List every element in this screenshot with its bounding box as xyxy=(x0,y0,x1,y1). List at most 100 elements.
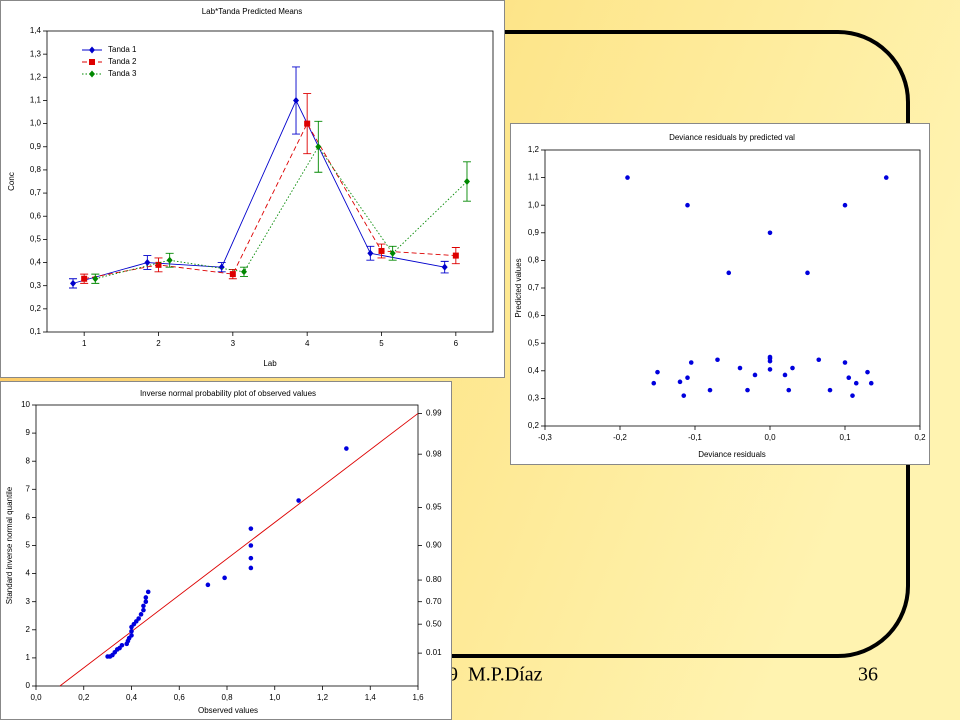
point xyxy=(681,393,687,398)
point xyxy=(842,360,848,365)
marker xyxy=(452,252,459,259)
y-axis-label: Standard inverse normal quantile xyxy=(5,486,14,604)
point xyxy=(782,372,788,378)
y-tick-label: 0,3 xyxy=(528,394,540,403)
y-tick-label: 0 xyxy=(26,681,31,690)
x-tick-label: 0,2 xyxy=(914,433,926,442)
y-tick-label: 0,9 xyxy=(528,228,540,237)
y-tick-label: 0,5 xyxy=(30,234,42,243)
point xyxy=(141,603,146,609)
marker xyxy=(229,271,236,278)
marker xyxy=(441,263,448,271)
x-axis-label: Observed values xyxy=(198,706,258,715)
point xyxy=(248,555,254,561)
point xyxy=(790,365,795,371)
point xyxy=(883,175,889,180)
marker xyxy=(304,120,311,127)
y-tick-label: 0,3 xyxy=(30,281,42,290)
point xyxy=(651,380,657,386)
point xyxy=(205,582,211,588)
y-tick-label: 4 xyxy=(26,569,31,578)
marker xyxy=(315,143,322,151)
y-axis-label: Predicted values xyxy=(514,258,523,317)
x-tick-label: 1,6 xyxy=(412,693,424,702)
point xyxy=(685,375,690,381)
marker xyxy=(144,259,151,267)
y-tick-label: 0,6 xyxy=(30,211,42,220)
x-axis-label: Lab xyxy=(263,359,277,368)
y-tick-label: 2 xyxy=(26,625,31,634)
y-tick-label: 1,4 xyxy=(30,26,42,35)
x-tick-label: -0,2 xyxy=(613,433,627,442)
y-tick-label: 1,3 xyxy=(30,49,42,58)
point xyxy=(846,375,852,381)
y-tick-label: 0,2 xyxy=(30,304,42,313)
x-tick-label: 0,4 xyxy=(126,693,138,702)
point xyxy=(625,175,630,180)
x-tick-label: 1,2 xyxy=(317,693,329,702)
panel-background xyxy=(0,0,505,378)
y-tick-label: 0,8 xyxy=(30,165,42,174)
footer-page: 36 xyxy=(858,664,878,686)
point xyxy=(737,365,743,371)
panel-background xyxy=(0,381,452,720)
marker xyxy=(166,256,173,264)
chart-title: Lab*Tanda Predicted Means xyxy=(202,7,303,16)
point xyxy=(842,202,848,208)
chart-title: Deviance residuals by predicted val xyxy=(669,133,795,142)
y-axis-label: Conc xyxy=(7,172,16,191)
legend-marker xyxy=(89,70,95,78)
y2-tick-label: 0.80 xyxy=(426,575,442,584)
x-tick-label: 6 xyxy=(454,339,459,348)
y-tick-label: 10 xyxy=(21,400,30,409)
y2-tick-label: 0.50 xyxy=(426,619,442,628)
point xyxy=(853,380,859,386)
y-tick-label: 1,2 xyxy=(528,145,540,154)
x-tick-label: 1 xyxy=(82,339,87,348)
point xyxy=(868,380,874,386)
legend-marker xyxy=(89,46,95,54)
point xyxy=(715,357,720,363)
y2-tick-label: 0.01 xyxy=(426,648,442,657)
marker xyxy=(367,249,374,257)
y-tick-label: 1,1 xyxy=(528,173,540,182)
y-tick-label: 0,7 xyxy=(30,188,42,197)
y-tick-label: 0,4 xyxy=(30,258,42,267)
point xyxy=(138,612,144,617)
y-tick-label: 0,2 xyxy=(528,421,540,430)
marker xyxy=(378,247,385,254)
marker xyxy=(463,178,470,185)
y-tick-label: 1,0 xyxy=(528,200,540,209)
x-tick-label: 0,6 xyxy=(174,693,186,702)
x-tick-label: 0,8 xyxy=(221,693,233,702)
x-tick-label: 2 xyxy=(156,339,161,348)
y2-tick-label: 0.90 xyxy=(426,541,442,550)
point xyxy=(143,599,149,604)
point xyxy=(850,393,855,398)
x-tick-label: 0,2 xyxy=(78,693,90,702)
y-tick-label: 1,0 xyxy=(30,119,42,128)
point xyxy=(129,633,134,638)
point xyxy=(119,642,125,648)
marker xyxy=(389,249,396,257)
point xyxy=(129,628,134,634)
fit-line xyxy=(59,413,419,687)
marker xyxy=(240,268,247,276)
y-tick-label: 0,6 xyxy=(528,311,540,320)
point xyxy=(767,354,773,360)
y-tick-label: 1,1 xyxy=(30,96,42,105)
x-tick-label: 3 xyxy=(231,339,236,348)
footer-author: 9 M.P.Díaz xyxy=(448,664,543,686)
point xyxy=(827,387,833,393)
series-line xyxy=(95,145,468,280)
series-line xyxy=(84,122,456,280)
point xyxy=(816,357,822,363)
point xyxy=(141,607,146,613)
point xyxy=(344,446,349,451)
marker xyxy=(92,275,99,283)
y-tick-label: 0,5 xyxy=(528,338,540,347)
plot-frame xyxy=(46,30,494,333)
point xyxy=(707,387,713,393)
x-tick-label: 4 xyxy=(305,339,310,348)
